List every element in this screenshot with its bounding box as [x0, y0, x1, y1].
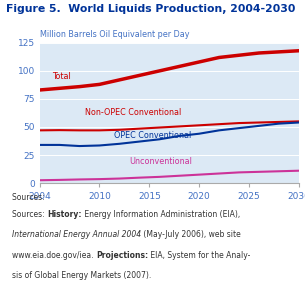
Text: Energy Information Administration (EIA),: Energy Information Administration (EIA),: [82, 210, 240, 219]
Text: Figure 5.  World Liquids Production, 2004-2030: Figure 5. World Liquids Production, 2004…: [6, 4, 296, 14]
Text: Unconventional: Unconventional: [129, 157, 192, 166]
Text: Sources:: Sources:: [12, 193, 47, 202]
Text: History:: History:: [47, 210, 82, 219]
Text: Non-OPEC Conventional: Non-OPEC Conventional: [84, 108, 181, 117]
Text: Total: Total: [52, 72, 70, 81]
Text: sis of Global Energy Markets (2007).: sis of Global Energy Markets (2007).: [12, 271, 152, 280]
Text: www.eia.doe.gov/iea.: www.eia.doe.gov/iea.: [12, 251, 96, 260]
Text: International Energy Annual 2004: International Energy Annual 2004: [12, 230, 141, 239]
Text: OPEC Conventional: OPEC Conventional: [114, 132, 192, 140]
Text: Million Barrels Oil Equivalent per Day: Million Barrels Oil Equivalent per Day: [40, 30, 189, 39]
Text: Sources:: Sources:: [12, 210, 47, 219]
Text: (May-July 2006), web site: (May-July 2006), web site: [141, 230, 241, 239]
Text: Projections:: Projections:: [96, 251, 148, 260]
Text: EIA, System for the Analy-: EIA, System for the Analy-: [148, 251, 251, 260]
